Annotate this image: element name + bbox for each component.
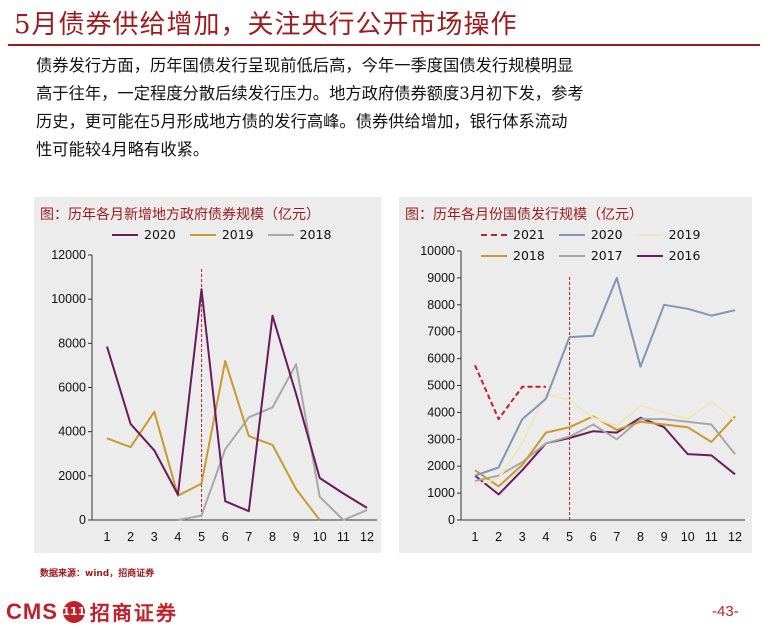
y-tick-label: 9000	[427, 271, 455, 285]
legend-swatch	[189, 233, 216, 236]
x-tick-label: 3	[151, 530, 158, 544]
x-tick-label: 6	[222, 530, 229, 544]
series-line-2021	[474, 364, 546, 421]
y-tick-label: 2000	[58, 469, 86, 483]
legend-swatch	[636, 233, 663, 236]
page-title: 5月债券供给增加，关注央行公开市场操作	[14, 10, 518, 40]
logo-badge-icon: 111	[62, 600, 85, 623]
legend-item-2018: 2018	[267, 227, 332, 242]
series-line-2020	[474, 276, 736, 477]
x-tick-label: 9	[293, 530, 300, 544]
x-tick-label: 3	[519, 530, 526, 544]
legend-item-2021: 2021	[481, 227, 545, 242]
local-gov-bond-chart-title: 图：历年各月新增地方政府债券规模（亿元）	[40, 207, 320, 223]
x-tick-label: 4	[174, 530, 181, 544]
y-tick-label: 3000	[427, 432, 455, 446]
y-tick-label: 2000	[427, 459, 455, 473]
x-tick-label: 8	[637, 530, 644, 544]
x-tick-label: 10	[681, 530, 695, 544]
legend-item-2016: 2016	[636, 248, 701, 263]
paragraph-line-4: 性可能较4月略有收紧。	[36, 140, 210, 159]
title-divider	[8, 44, 760, 46]
treasury-bond-chart-panel: 图：历年各月份国债发行规模（亿元） 2021 2020 2019 2018 20…	[399, 197, 752, 553]
legend-swatch	[481, 254, 507, 257]
y-tick-label: 4000	[58, 425, 86, 439]
x-tick-label: 5	[198, 530, 205, 544]
x-tick-label: 1	[104, 530, 111, 544]
x-tick-label: 5	[566, 530, 573, 544]
x-tick-label: 1	[472, 530, 479, 544]
logo-chinese-name: 招商证券	[89, 601, 178, 625]
y-tick-label: 8000	[58, 336, 86, 350]
paragraph-line-3: 历史，更可能在5月形成地方债的发行高峰。债券供给增加，银行体系流动	[36, 112, 568, 131]
treasury-bond-chart-title: 图：历年各月份国债发行规模（亿元）	[405, 207, 643, 223]
x-tick-label: 10	[313, 530, 327, 544]
legend-label: 2018	[299, 227, 332, 242]
legend-swatch	[267, 233, 294, 236]
x-tick-label: 11	[705, 530, 718, 544]
x-tick-label: 2	[127, 530, 134, 544]
y-tick-label: 12000	[51, 248, 86, 262]
legend-item-2017: 2017	[558, 248, 623, 263]
legend-item-2020: 2020	[558, 227, 623, 242]
series-line-2019	[106, 360, 321, 521]
y-tick-label: 10000	[420, 244, 455, 258]
x-tick-label: 6	[590, 530, 597, 544]
x-tick-label: 12	[728, 530, 742, 544]
legend-item-2019: 2019	[189, 227, 254, 242]
legend-label: 2020	[144, 227, 176, 242]
series-line-2019	[474, 392, 736, 486]
data-source-note: 数据来源：wind，招商证券	[40, 569, 155, 579]
y-tick-label: 1000	[427, 486, 455, 500]
x-tick-label: 2	[495, 530, 502, 544]
x-tick-label: 11	[337, 530, 350, 544]
legend-item-2018: 2018	[481, 248, 545, 263]
x-tick-label: 8	[269, 530, 276, 544]
y-tick-label: 0	[79, 513, 86, 527]
page-number: -43-	[712, 603, 739, 620]
y-tick-label: 10000	[51, 292, 86, 306]
x-tick-label: 7	[613, 530, 620, 544]
y-tick-label: 0	[448, 513, 455, 527]
y-tick-label: 5000	[427, 379, 455, 393]
legend-label: 2021	[513, 227, 545, 242]
x-tick-label: 9	[661, 530, 668, 544]
legend-label: 2017	[590, 248, 623, 263]
x-tick-label: 7	[245, 530, 252, 544]
legend-item-2019: 2019	[636, 227, 701, 242]
y-tick-label: 6000	[427, 352, 455, 366]
x-tick-label: 4	[542, 530, 549, 544]
series-line-2020	[106, 288, 368, 513]
local-gov-bond-legend: 2020 2019 2018	[112, 227, 345, 242]
treasury-bond-line-chart: 0 1000 2000 3000 4000 5000 6000 7000 8000 9000 100…	[420, 244, 745, 544]
legend-swatch	[558, 233, 585, 236]
legend-swatch	[481, 233, 507, 236]
legend-swatch	[112, 233, 138, 236]
local-gov-bond-chart-panel: 图：历年各月新增地方政府债券规模（亿元） 2020 2019 2018 0 200…	[34, 197, 381, 553]
treasury-legend-row-1: 2021 2020 2019	[481, 227, 714, 242]
legend-item-2020: 2020	[112, 227, 176, 242]
y-tick-label: 6000	[58, 381, 86, 395]
legend-label: 2020	[590, 227, 623, 242]
y-tick-label: 7000	[427, 325, 455, 339]
y-tick-label: 8000	[427, 298, 455, 312]
legend-label: 2019	[668, 227, 701, 242]
series-line-2018	[474, 415, 736, 488]
logo-text: CMS	[6, 598, 58, 624]
series-line-2018	[177, 363, 368, 521]
series-line-2017	[474, 418, 736, 482]
legend-swatch	[636, 254, 663, 257]
y-tick-label: 4000	[427, 405, 455, 419]
cms-logo: CMS 111 招商证券	[6, 597, 178, 626]
x-tick-label: 12	[360, 530, 374, 544]
legend-label: 2016	[668, 248, 701, 263]
paragraph-line-2: 高于往年，一定程度分散后续发行压力。地方政府债券额度3月初下发，参考	[36, 84, 584, 103]
paragraph-line-1: 债券发行方面，历年国债发行呈现前低后高，今年一季度国债发行规模明显	[36, 56, 574, 75]
legend-label: 2019	[221, 227, 254, 242]
legend-swatch	[558, 254, 585, 257]
legend-label: 2018	[513, 248, 545, 263]
treasury-legend-row-2: 2018 2017 2016	[481, 248, 714, 263]
body-paragraph: 债券发行方面，历年国债发行呈现前低后高，今年一季度国债发行规模明显 高于往年，一…	[36, 52, 754, 164]
